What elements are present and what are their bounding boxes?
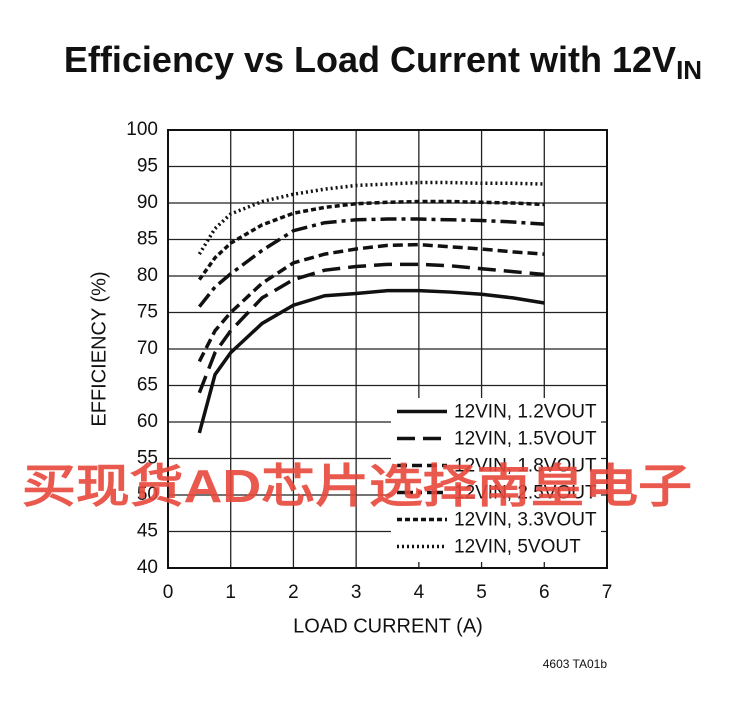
- footnote: 4603 TA01b: [543, 657, 608, 671]
- legend-label: 12VIN, 3.3VOUT: [454, 510, 597, 531]
- series-line: [197, 262, 545, 394]
- y-tick-label: 90: [137, 192, 158, 213]
- y-tick-label: 45: [137, 521, 158, 542]
- y-tick-label: 75: [137, 302, 158, 323]
- y-tick-label: 60: [137, 411, 158, 432]
- x-tick-label: 3: [351, 582, 362, 603]
- x-tick-label: 0: [163, 582, 174, 603]
- y-tick-label: 65: [137, 375, 158, 396]
- y-tick-label: 70: [137, 338, 158, 359]
- legend-label: 12VIN, 5VOUT: [454, 537, 581, 558]
- series-line: [197, 217, 545, 308]
- legend-label: 12VIN, 1.2VOUT: [454, 402, 597, 423]
- watermark: 买现货AD芯片选择南皇电子: [22, 460, 692, 512]
- title-subscript: IN: [676, 55, 702, 85]
- legend-label: 12VIN, 1.5VOUT: [454, 429, 597, 450]
- series-line: [197, 242, 545, 363]
- x-tick-label: 7: [602, 582, 613, 603]
- series-line: [197, 288, 545, 434]
- legend-label: 12VIN, 2.5VOUT: [454, 483, 597, 504]
- y-tick-label: 95: [137, 156, 158, 177]
- y-tick-label: 40: [137, 557, 158, 578]
- y-axis-label: EFFICIENCY (%): [88, 271, 110, 426]
- x-tick-label: 5: [476, 582, 487, 603]
- x-tick-label: 4: [414, 582, 425, 603]
- x-tick-label: 2: [288, 582, 299, 603]
- series-line: [197, 199, 545, 281]
- y-tick-label: 50: [137, 484, 158, 505]
- y-tick-label: 100: [126, 119, 158, 140]
- legend-box: [391, 398, 601, 562]
- x-axis-label: LOAD CURRENT (A): [293, 615, 483, 637]
- y-tick-label: 55: [137, 448, 158, 469]
- title-main: Efficiency vs Load Current with 12V: [64, 39, 676, 80]
- legend-label: 12VIN, 1.8VOUT: [454, 456, 597, 477]
- series-line: [197, 180, 545, 256]
- plot-frame: [167, 129, 608, 569]
- y-tick-label: 85: [137, 229, 158, 250]
- y-tick-label: 80: [137, 265, 158, 286]
- chart-title: Efficiency vs Load Current with 12VIN: [64, 39, 702, 85]
- x-tick-label: 6: [539, 582, 550, 603]
- x-tick-label: 1: [225, 582, 236, 603]
